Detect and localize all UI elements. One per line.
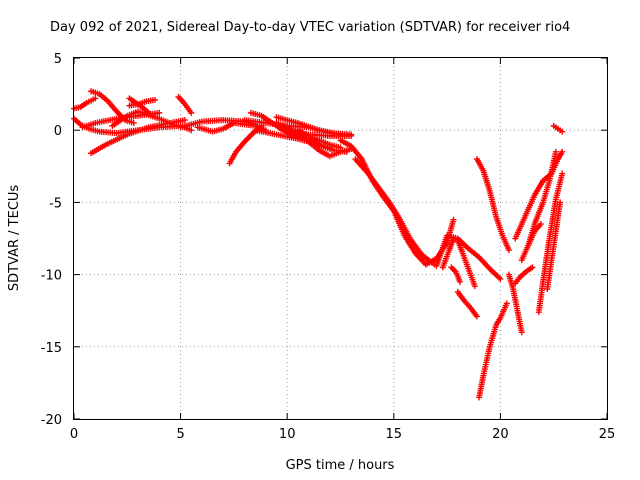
series-arc-3 bbox=[79, 109, 163, 131]
data-point bbox=[505, 247, 512, 254]
series-arc-23 bbox=[439, 235, 478, 290]
x-tick-label: 5 bbox=[176, 427, 184, 442]
data-point bbox=[343, 148, 350, 155]
x-tick-label: 0 bbox=[70, 427, 78, 442]
data-point bbox=[559, 170, 566, 177]
grid-lines bbox=[74, 58, 607, 419]
data-point bbox=[559, 148, 566, 155]
y-tick-label: -10 bbox=[41, 269, 62, 284]
data-point bbox=[518, 329, 525, 336]
y-tick-label: -20 bbox=[41, 413, 62, 428]
y-tick-label: 0 bbox=[54, 124, 62, 139]
data-point bbox=[559, 128, 566, 135]
data-point bbox=[473, 313, 480, 320]
data-point bbox=[188, 127, 195, 134]
data-point bbox=[130, 119, 137, 126]
x-axis-label: GPS time / hours bbox=[286, 458, 395, 473]
data-point bbox=[557, 199, 564, 206]
data-point bbox=[92, 95, 99, 102]
series-arc-6 bbox=[109, 108, 180, 129]
series-arc-12 bbox=[226, 122, 265, 167]
data-point bbox=[503, 300, 510, 307]
data-point bbox=[188, 109, 195, 116]
axis-ticks: 0 5 10 15 20 25 5 0 -5 -10 -15 -20 bbox=[41, 52, 616, 442]
chart-title: Day 092 of 2021, Sidereal Day-to-day VTE… bbox=[50, 20, 570, 35]
series-arc-32 bbox=[525, 148, 559, 249]
data-point bbox=[145, 109, 152, 116]
series-arc-29 bbox=[512, 148, 566, 242]
data-point bbox=[456, 278, 463, 285]
x-tick-label: 10 bbox=[279, 427, 296, 442]
series-arc-22 bbox=[352, 156, 504, 282]
data-point bbox=[450, 216, 457, 223]
series-arc-33 bbox=[535, 170, 566, 316]
series-arc-8 bbox=[126, 96, 159, 109]
y-tick-label: -5 bbox=[49, 196, 62, 211]
series-arc-31 bbox=[512, 264, 536, 287]
plot-frame bbox=[73, 57, 608, 420]
series-arc-28 bbox=[505, 271, 525, 336]
data-point bbox=[156, 109, 163, 116]
series-arc-20 bbox=[305, 135, 350, 155]
x-tick-label: 25 bbox=[599, 427, 616, 442]
series-arc-10 bbox=[175, 93, 195, 116]
series-arc-34 bbox=[544, 199, 564, 293]
data-point bbox=[471, 283, 478, 290]
data-point bbox=[173, 122, 180, 129]
data-point bbox=[552, 148, 559, 155]
series-arc-26 bbox=[473, 156, 512, 254]
data-point bbox=[529, 264, 536, 271]
series-arc-27 bbox=[476, 300, 510, 401]
x-tick-label: 20 bbox=[492, 427, 509, 442]
x-tick-label: 15 bbox=[386, 427, 403, 442]
series-arc-30 bbox=[518, 221, 544, 264]
data-series bbox=[71, 88, 566, 401]
data-point bbox=[348, 132, 355, 139]
y-axis-label: SDTVAR / TECUs bbox=[7, 185, 22, 292]
series-arc-11 bbox=[194, 119, 269, 135]
y-tick-label: 5 bbox=[54, 52, 62, 67]
data-point bbox=[497, 275, 504, 282]
data-point bbox=[152, 96, 159, 103]
series-arc-24 bbox=[448, 264, 463, 285]
series-arc-25 bbox=[454, 288, 480, 320]
series-arc-16 bbox=[273, 119, 355, 160]
y-tick-label: -15 bbox=[41, 341, 62, 356]
data-point bbox=[181, 117, 188, 124]
data-point bbox=[537, 221, 544, 228]
series-arc-35 bbox=[550, 122, 566, 135]
series-arc-2 bbox=[71, 95, 99, 112]
